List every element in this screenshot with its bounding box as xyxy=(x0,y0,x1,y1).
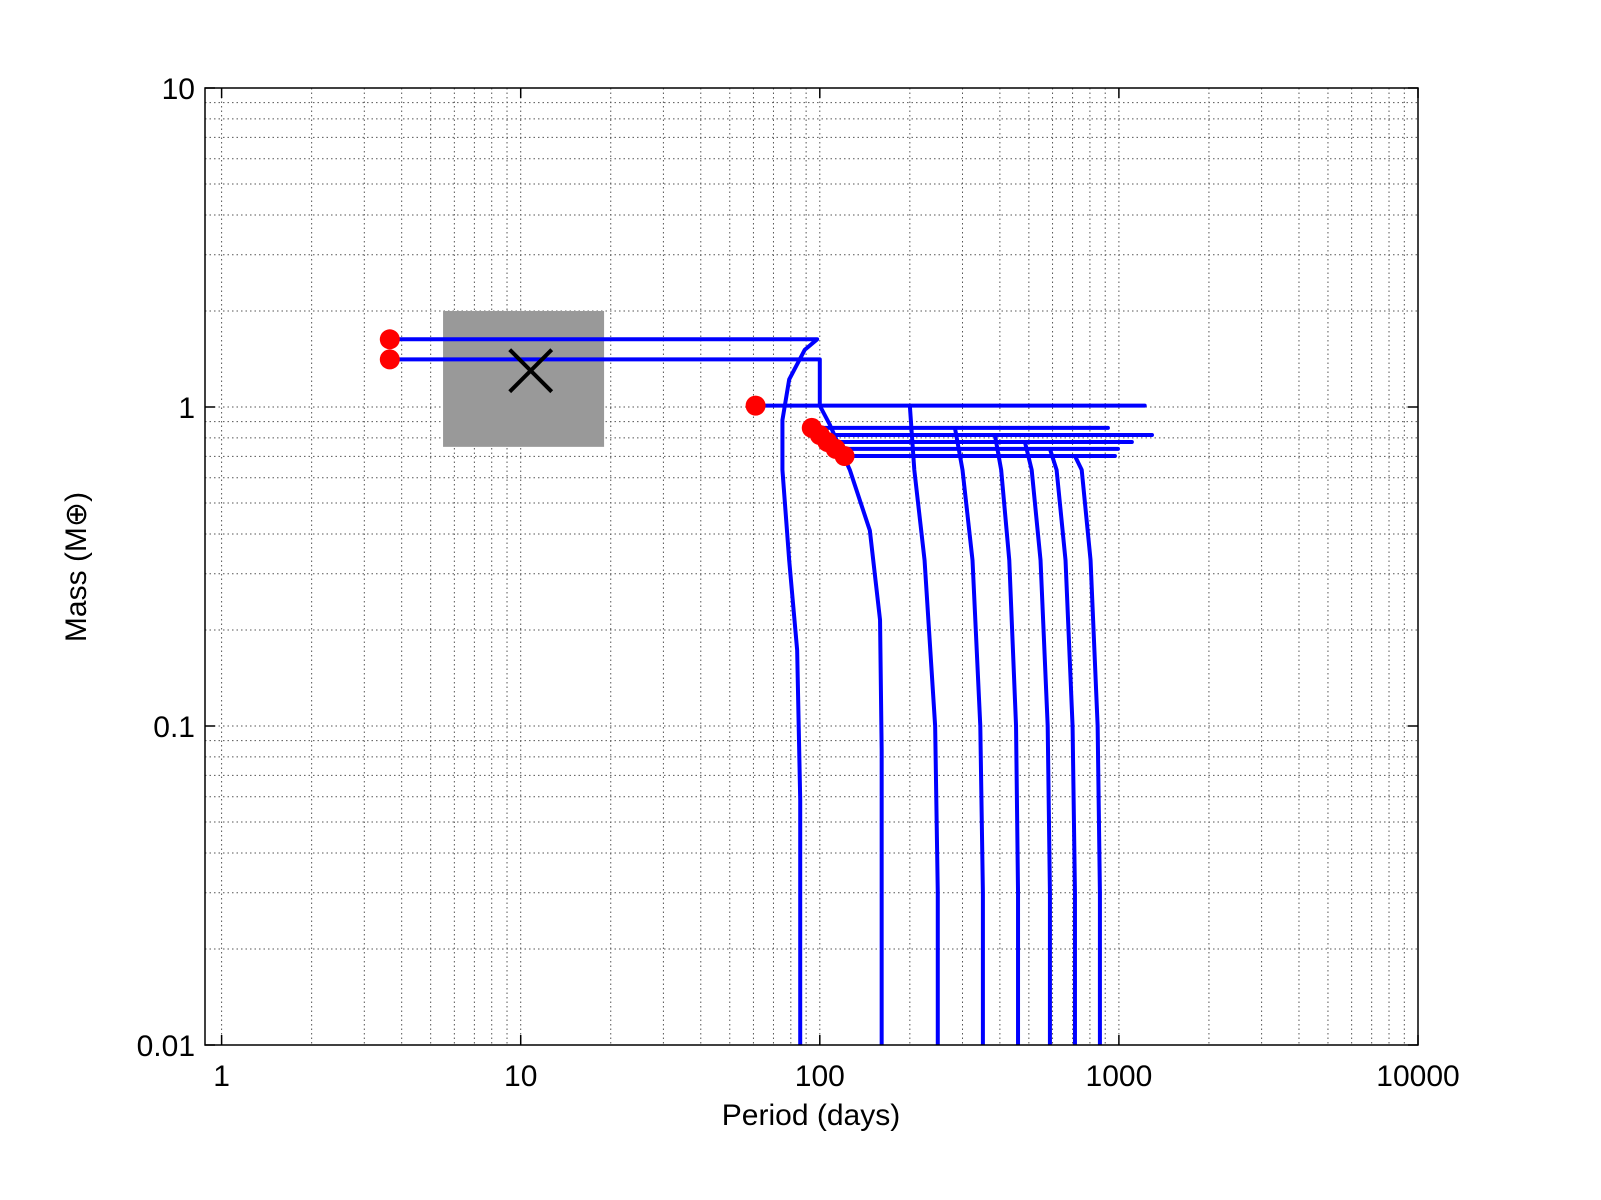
track-line xyxy=(755,403,1147,1045)
start-marker xyxy=(834,446,855,467)
y-tick-label: 10 xyxy=(162,73,195,106)
y-tick-label: 0.1 xyxy=(153,711,195,744)
plot-area xyxy=(205,88,1418,1045)
track-line xyxy=(811,425,1110,1045)
axes-box xyxy=(204,87,1419,1046)
start-marker xyxy=(379,329,400,350)
x-tick-label: 1000 xyxy=(1086,1060,1153,1093)
start-marker xyxy=(745,395,766,416)
x-tick-label: 100 xyxy=(795,1060,845,1093)
track-line xyxy=(844,454,1117,1045)
y-tick-label: 1 xyxy=(178,392,195,425)
x-tick-label: 1 xyxy=(213,1060,230,1093)
x-marker xyxy=(508,348,554,394)
track-line xyxy=(389,357,884,1045)
y-tick-label: 0.01 xyxy=(137,1030,195,1063)
x-axis-label: Period (days) xyxy=(722,1099,900,1132)
y-axis-label: Mass (M⊕) xyxy=(60,492,93,642)
start-marker xyxy=(379,349,400,370)
track-line xyxy=(389,337,820,1045)
track-line xyxy=(827,439,1134,1045)
x-tick-label: 10 xyxy=(504,1060,537,1093)
track-line xyxy=(835,446,1120,1045)
x-tick-label: 10000 xyxy=(1376,1060,1459,1093)
track-line xyxy=(819,433,1154,1045)
